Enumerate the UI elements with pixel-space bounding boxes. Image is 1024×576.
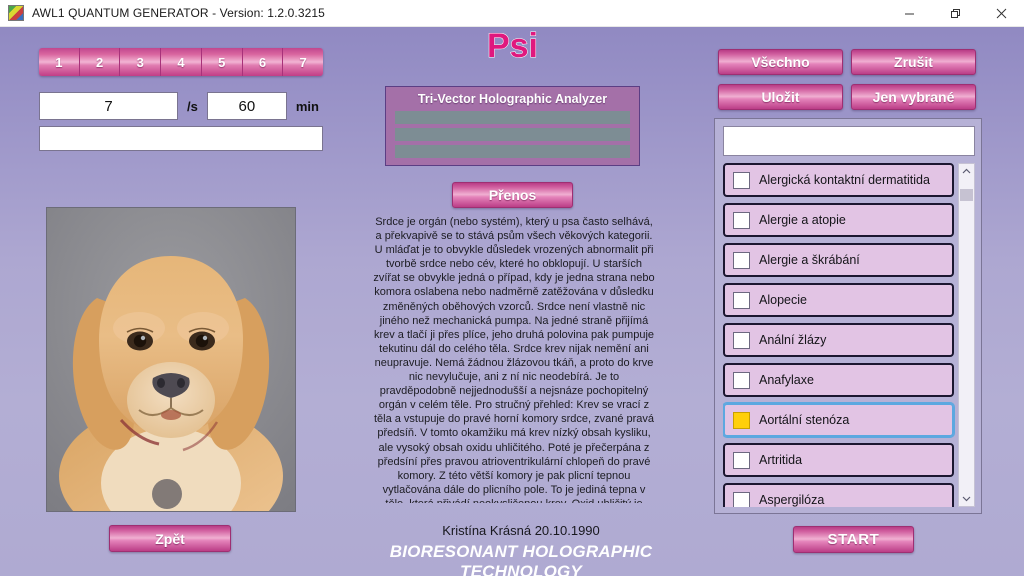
start-button[interactable]: START (793, 526, 914, 553)
list-item-label: Artritida (759, 453, 803, 467)
restore-icon[interactable] (932, 0, 978, 27)
back-button[interactable]: Zpět (109, 525, 231, 552)
checkbox-icon[interactable] (733, 171, 750, 189)
list-item-label: Aspergilóza (759, 493, 825, 507)
transfer-button[interactable]: Přenos (452, 182, 573, 208)
analyzer-slot-3 (395, 145, 630, 158)
program-number-button-5[interactable]: 5 (201, 48, 243, 76)
frequency-input[interactable]: 7 (39, 92, 178, 120)
list-item-label: Aortální stenóza (759, 413, 850, 427)
notes-input[interactable] (39, 126, 323, 151)
list-item[interactable]: Anální žlázy (723, 323, 954, 357)
program-number-button-2[interactable]: 2 (79, 48, 121, 76)
scrollbar-thumb[interactable] (960, 189, 973, 201)
search-input[interactable] (723, 126, 975, 156)
checkbox-icon[interactable] (733, 251, 750, 269)
checkbox-icon[interactable] (733, 371, 750, 389)
analyzer-slot-1 (395, 111, 630, 124)
frequency-unit-label: /s (187, 98, 198, 114)
article-text: Srdce je orgán (nebo systém), který u ps… (373, 216, 655, 503)
save-button[interactable]: Uložit (718, 84, 843, 110)
diagnosis-list: Alergická kontaktní dermatitida Alergie … (723, 163, 975, 507)
program-number-button-4[interactable]: 4 (161, 48, 202, 76)
analyzer-slot-2 (395, 128, 630, 141)
scroll-up-icon[interactable] (959, 164, 974, 179)
title-bar: AWL1 QUANTUM GENERATOR - Version: 1.2.0.… (0, 0, 1024, 27)
list-item[interactable]: Aspergilóza (723, 483, 954, 507)
list-item-label: Alopecie (759, 293, 807, 307)
list-item[interactable]: Alergie a škrábání (723, 243, 954, 277)
list-item[interactable]: Alopecie (723, 283, 954, 317)
checkbox-icon[interactable] (733, 211, 750, 229)
list-item[interactable]: Alergie a atopie (723, 203, 954, 237)
only-selected-button[interactable]: Jen vybrané (851, 84, 976, 110)
program-number-button-3[interactable]: 3 (120, 48, 162, 76)
select-all-button[interactable]: Všechno (718, 49, 843, 75)
list-item[interactable]: Alergická kontaktní dermatitida (723, 163, 954, 197)
list-item-label: Alergická kontaktní dermatitida (759, 173, 930, 187)
scroll-down-icon[interactable] (959, 491, 974, 506)
cancel-button[interactable]: Zrušit (851, 49, 976, 75)
checkbox-icon-checked[interactable] (733, 411, 750, 429)
analyzer-title: Tri-Vector Holographic Analyzer (417, 92, 608, 106)
checkbox-icon[interactable] (733, 491, 750, 507)
program-number-button-7[interactable]: 7 (283, 48, 323, 76)
technology-tagline: BIORESONANT HOLOGRAPHIC TECHNOLOGY (389, 542, 653, 576)
checkbox-icon[interactable] (733, 451, 750, 469)
checkbox-icon[interactable] (733, 331, 750, 349)
duration-unit-label: min (295, 98, 319, 114)
checkbox-icon[interactable] (733, 291, 750, 309)
close-icon[interactable] (978, 0, 1024, 27)
window-title: AWL1 QUANTUM GENERATOR - Version: 1.2.0.… (32, 6, 325, 20)
page-title: Psi (486, 27, 539, 65)
program-number-strip: 1 2 3 4 5 6 7 (39, 48, 323, 76)
diagnosis-list-panel: Alergická kontaktní dermatitida Alergie … (714, 118, 982, 514)
list-item-label: Anafylaxe (759, 373, 814, 387)
list-item-label: Alergie a škrábání (759, 253, 860, 267)
patient-photo (46, 207, 296, 512)
program-number-button-1[interactable]: 1 (39, 48, 80, 76)
list-scrollbar[interactable] (958, 163, 975, 507)
patient-signature: Kristína Krásná 20.10.1990 (442, 523, 600, 538)
list-item-selected[interactable]: Aortální stenóza (723, 402, 955, 438)
duration-input[interactable]: 60 (206, 92, 287, 120)
analyzer-panel: Tri-Vector Holographic Analyzer (385, 86, 640, 166)
program-number-button-6[interactable]: 6 (242, 48, 284, 76)
window-controls (886, 0, 1024, 27)
minimize-icon[interactable] (886, 0, 932, 27)
diagnosis-list-scroll-area: Alergická kontaktní dermatitida Alergie … (723, 163, 956, 507)
list-item[interactable]: Anafylaxe (723, 363, 954, 397)
app-logo-icon (8, 5, 24, 21)
list-item[interactable]: Artritida (723, 443, 954, 477)
frequency-duration-row: 7 /s 60 min (39, 92, 328, 120)
list-item-label: Anální žlázy (759, 333, 827, 347)
list-item-label: Alergie a atopie (759, 213, 846, 227)
